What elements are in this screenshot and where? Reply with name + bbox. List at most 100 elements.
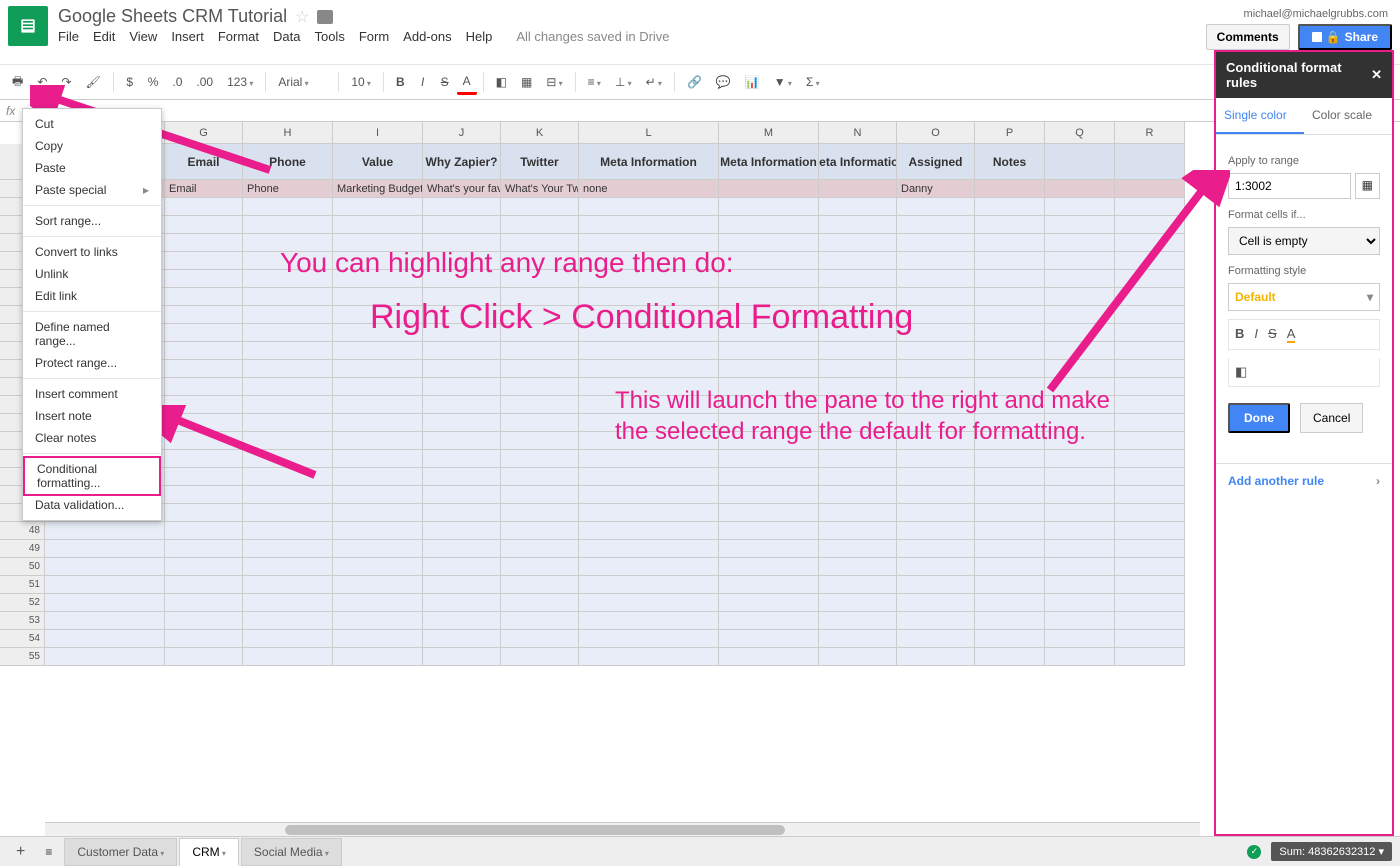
empty-cell[interactable] — [243, 486, 333, 504]
empty-cell[interactable] — [1115, 360, 1185, 378]
menu-item[interactable]: Sort range... — [23, 210, 161, 232]
empty-cell[interactable] — [243, 198, 333, 216]
empty-cell[interactable] — [1115, 198, 1185, 216]
header-cell[interactable]: Assigned — [897, 144, 975, 180]
empty-cell[interactable] — [423, 432, 501, 450]
empty-cell[interactable] — [501, 306, 579, 324]
empty-cell[interactable] — [165, 576, 243, 594]
empty-cell[interactable] — [719, 270, 819, 288]
row-50[interactable]: 50 — [0, 558, 45, 576]
fillcolor-btn[interactable]: ◧ — [1235, 364, 1247, 380]
empty-cell[interactable] — [333, 576, 423, 594]
formula-bar[interactable]: fx — [0, 100, 1400, 122]
undo-icon[interactable]: ↶ — [31, 71, 53, 93]
condition-select[interactable]: Cell is empty — [1228, 227, 1380, 255]
empty-cell[interactable] — [333, 504, 423, 522]
empty-cell[interactable] — [45, 576, 165, 594]
header-cell[interactable]: Email — [165, 144, 243, 180]
empty-cell[interactable] — [501, 504, 579, 522]
empty-cell[interactable] — [719, 396, 819, 414]
menu-item[interactable]: Edit link — [23, 285, 161, 307]
empty-cell[interactable] — [1045, 414, 1115, 432]
empty-cell[interactable] — [579, 540, 719, 558]
empty-cell[interactable] — [1045, 630, 1115, 648]
empty-cell[interactable] — [243, 378, 333, 396]
link-icon[interactable]: 🔗 — [681, 71, 708, 93]
empty-cell[interactable] — [165, 468, 243, 486]
empty-cell[interactable] — [243, 594, 333, 612]
data-cell[interactable] — [975, 180, 1045, 198]
grid-select-icon[interactable]: ▦ — [1355, 173, 1380, 199]
empty-cell[interactable] — [719, 450, 819, 468]
col-H[interactable]: H — [243, 122, 333, 144]
col-L[interactable]: L — [579, 122, 719, 144]
valign-icon[interactable]: ⊥ — [609, 71, 638, 93]
empty-cell[interactable] — [501, 630, 579, 648]
empty-cell[interactable] — [243, 360, 333, 378]
empty-cell[interactable] — [243, 504, 333, 522]
header-cell[interactable]: Notes — [975, 144, 1045, 180]
empty-cell[interactable] — [819, 306, 897, 324]
empty-cell[interactable] — [975, 234, 1045, 252]
empty-cell[interactable] — [243, 432, 333, 450]
empty-cell[interactable] — [1115, 396, 1185, 414]
empty-cell[interactable] — [165, 504, 243, 522]
menu-item[interactable]: Conditional formatting... — [23, 456, 161, 496]
empty-cell[interactable] — [975, 576, 1045, 594]
header-cell[interactable]: Twitter — [501, 144, 579, 180]
empty-cell[interactable] — [719, 576, 819, 594]
empty-cell[interactable] — [423, 648, 501, 666]
empty-cell[interactable] — [719, 342, 819, 360]
empty-cell[interactable] — [719, 468, 819, 486]
empty-cell[interactable] — [501, 594, 579, 612]
empty-cell[interactable] — [501, 414, 579, 432]
data-cell[interactable]: Email — [165, 180, 243, 198]
empty-cell[interactable] — [243, 468, 333, 486]
empty-cell[interactable] — [579, 198, 719, 216]
empty-cell[interactable] — [423, 324, 501, 342]
empty-cell[interactable] — [897, 612, 975, 630]
empty-cell[interactable] — [1115, 270, 1185, 288]
empty-cell[interactable] — [423, 396, 501, 414]
print-icon[interactable]: 🖶 — [6, 68, 29, 97]
empty-cell[interactable] — [423, 378, 501, 396]
menu-item[interactable]: Clear notes — [23, 427, 161, 449]
empty-cell[interactable] — [819, 342, 897, 360]
empty-cell[interactable] — [165, 342, 243, 360]
empty-cell[interactable] — [579, 234, 719, 252]
empty-cell[interactable] — [1115, 324, 1185, 342]
empty-cell[interactable] — [819, 360, 897, 378]
empty-cell[interactable] — [501, 216, 579, 234]
empty-cell[interactable] — [1045, 486, 1115, 504]
empty-cell[interactable] — [975, 342, 1045, 360]
empty-cell[interactable] — [165, 630, 243, 648]
merge-icon[interactable]: ⊟ — [540, 71, 568, 93]
empty-cell[interactable] — [719, 630, 819, 648]
empty-cell[interactable] — [819, 378, 897, 396]
empty-cell[interactable] — [719, 306, 819, 324]
empty-cell[interactable] — [501, 342, 579, 360]
empty-cell[interactable] — [501, 270, 579, 288]
col-J[interactable]: J — [423, 122, 501, 144]
more-formats[interactable]: 123 — [221, 71, 259, 93]
menu-file[interactable]: File — [58, 29, 79, 44]
empty-cell[interactable] — [333, 270, 423, 288]
empty-cell[interactable] — [819, 486, 897, 504]
empty-cell[interactable] — [333, 234, 423, 252]
empty-cell[interactable] — [1045, 576, 1115, 594]
menu-view[interactable]: View — [129, 29, 157, 44]
empty-cell[interactable] — [165, 612, 243, 630]
empty-cell[interactable] — [45, 522, 165, 540]
empty-cell[interactable] — [819, 594, 897, 612]
col-N[interactable]: N — [819, 122, 897, 144]
empty-cell[interactable] — [423, 234, 501, 252]
empty-cell[interactable] — [1115, 594, 1185, 612]
empty-cell[interactable] — [423, 252, 501, 270]
empty-cell[interactable] — [819, 522, 897, 540]
empty-cell[interactable] — [423, 288, 501, 306]
empty-cell[interactable] — [423, 216, 501, 234]
default-style[interactable]: Default ▾ — [1228, 283, 1380, 311]
empty-cell[interactable] — [333, 522, 423, 540]
empty-cell[interactable] — [1115, 306, 1185, 324]
empty-cell[interactable] — [579, 486, 719, 504]
